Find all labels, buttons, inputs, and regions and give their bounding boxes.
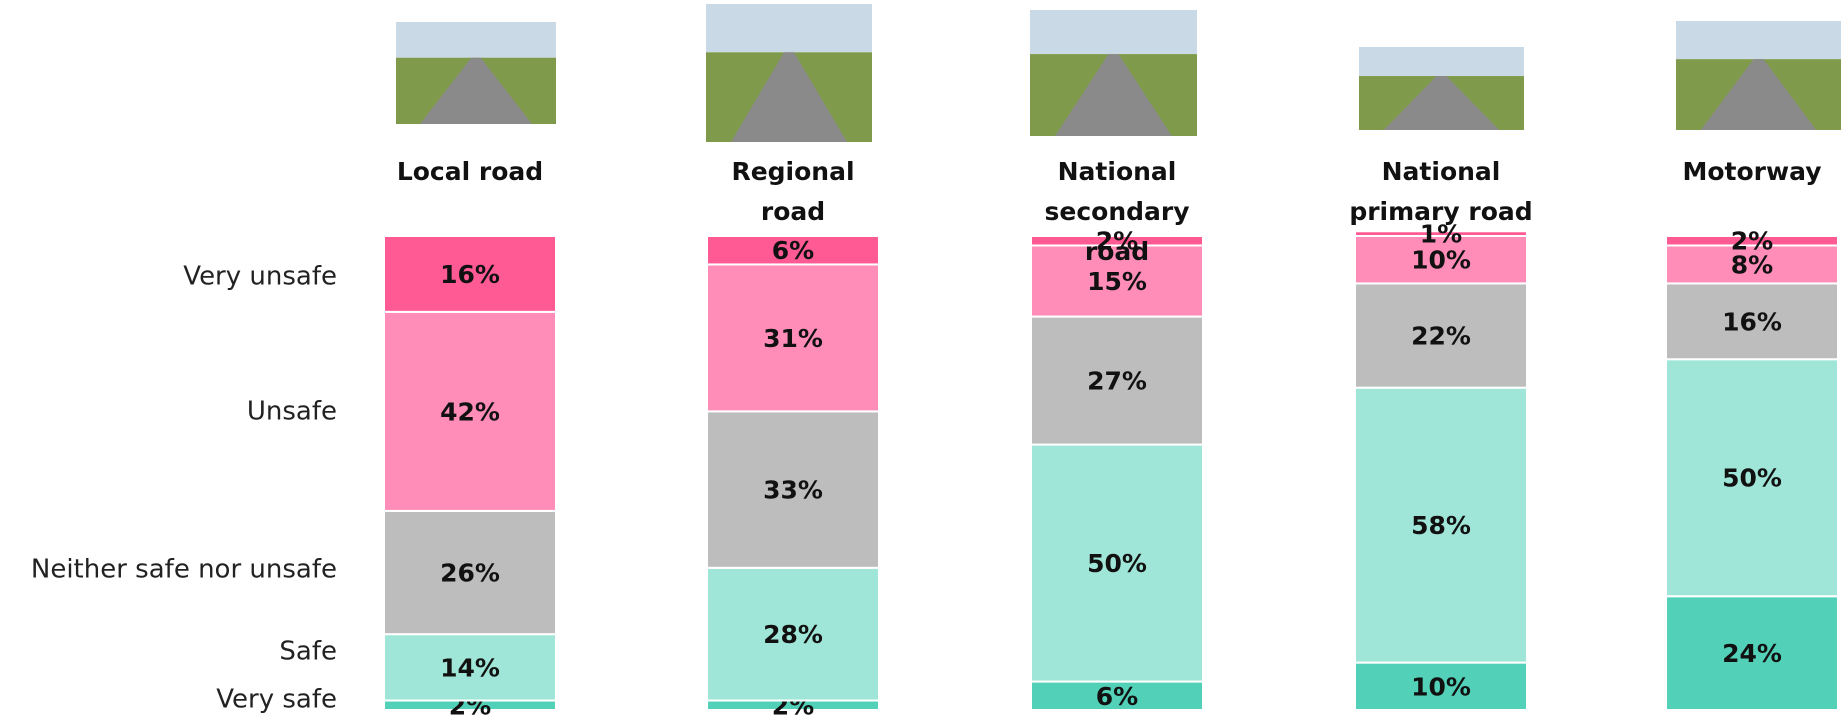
value-label: 16% xyxy=(440,260,500,289)
value-label: 15% xyxy=(1087,267,1147,296)
road-photo xyxy=(706,4,872,142)
value-label: 8% xyxy=(1731,250,1773,279)
bar-segment xyxy=(706,410,880,569)
road-photo xyxy=(1676,21,1841,130)
legend-label: Safe xyxy=(279,637,337,667)
bar-segment xyxy=(1665,235,1839,247)
photo-sky xyxy=(396,22,556,58)
photo-road xyxy=(1700,59,1817,130)
bar-segment xyxy=(706,263,880,413)
value-label: 58% xyxy=(1411,511,1471,540)
bar-segment xyxy=(383,633,557,702)
value-label: 10% xyxy=(1411,672,1471,701)
value-label: 50% xyxy=(1087,549,1147,578)
photo-sky xyxy=(1676,21,1841,60)
bar-segment xyxy=(383,310,557,512)
value-label: 2% xyxy=(1096,227,1138,256)
value-label: 14% xyxy=(440,653,500,682)
bar-segment xyxy=(1354,230,1528,237)
bar-segment xyxy=(1030,235,1204,247)
value-label: 1% xyxy=(1420,220,1462,249)
legend-label: Unsafe xyxy=(247,397,337,427)
bar-segment xyxy=(706,235,880,266)
category-label: Local road xyxy=(396,157,544,186)
value-label: 26% xyxy=(440,559,500,588)
value-label: 2% xyxy=(1731,227,1773,256)
bar-segment xyxy=(1354,661,1528,711)
legend-label: Very unsafe xyxy=(183,262,337,292)
road-photo xyxy=(396,22,556,125)
value-label: 6% xyxy=(1096,682,1138,711)
value-label: 27% xyxy=(1087,367,1147,396)
bar-segment xyxy=(1354,235,1528,285)
value-label: 50% xyxy=(1722,464,1782,493)
bar-segment xyxy=(1030,680,1204,711)
category-label: Regional road xyxy=(731,157,855,226)
value-label: 42% xyxy=(440,397,500,426)
value-label: 16% xyxy=(1722,307,1782,336)
legend-label: Neither safe nor unsafe xyxy=(31,555,337,585)
bar-segment xyxy=(1030,244,1204,318)
road-photo xyxy=(1359,47,1524,130)
bar-segment xyxy=(1354,386,1528,664)
photo-road xyxy=(420,57,532,125)
photo-road xyxy=(1055,54,1172,136)
value-label: 6% xyxy=(772,236,814,265)
bar-segment xyxy=(1030,315,1204,446)
bar-segment xyxy=(1665,244,1839,285)
value-label: 28% xyxy=(763,620,823,649)
value-label: 31% xyxy=(763,324,823,353)
bar-segment xyxy=(383,235,557,313)
photo-sky xyxy=(1030,10,1197,55)
value-label: 10% xyxy=(1411,246,1471,275)
photo-road xyxy=(730,52,848,142)
bar-segment xyxy=(1665,595,1839,711)
category-label: Motorway xyxy=(1682,157,1822,186)
value-label: 24% xyxy=(1722,639,1782,668)
road-photo xyxy=(1030,10,1197,136)
value-label: 22% xyxy=(1411,322,1471,351)
photo-road xyxy=(1383,76,1500,130)
bar-segment xyxy=(383,509,557,636)
legend-label: Very safe xyxy=(216,685,337,715)
category-label: National secondary road xyxy=(1044,157,1190,266)
photo-sky xyxy=(706,4,872,53)
bar-segment xyxy=(1354,282,1528,389)
category-label: National primary road xyxy=(1349,157,1533,226)
value-label: 33% xyxy=(763,476,823,505)
photo-sky xyxy=(1359,47,1524,77)
bar-segment xyxy=(1030,443,1204,683)
